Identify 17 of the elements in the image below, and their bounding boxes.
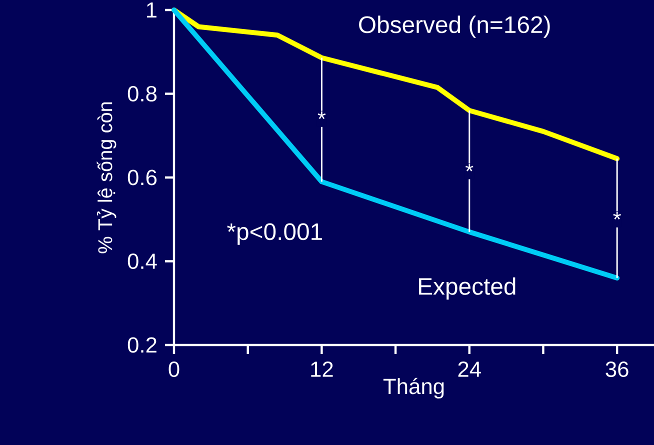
x-tick-label: 24 [458, 361, 481, 377]
series-label: Expected [419, 277, 516, 300]
y-tick-label: 0.6 [128, 170, 157, 186]
annotation: * [318, 111, 326, 120]
x-tick-label: 36 [606, 361, 628, 378]
y-tick-label: 0.2 [128, 337, 156, 353]
annotation: *p<0.001 [227, 223, 322, 245]
x-axis-title: Tháng [383, 378, 444, 399]
annotation: * [465, 164, 474, 172]
y-tick-label: 0.8 [128, 86, 157, 102]
y-tick-label: 0.4 [128, 253, 157, 270]
series-label: Observed (n=162) [359, 16, 550, 38]
annotation: * [613, 212, 622, 220]
y-axis-title: % Tỷ lệ sống còn [96, 102, 116, 254]
x-tick-label: 12 [311, 361, 333, 377]
y-tick-label: 1 [146, 2, 156, 18]
x-tick-label: 0 [168, 361, 180, 378]
